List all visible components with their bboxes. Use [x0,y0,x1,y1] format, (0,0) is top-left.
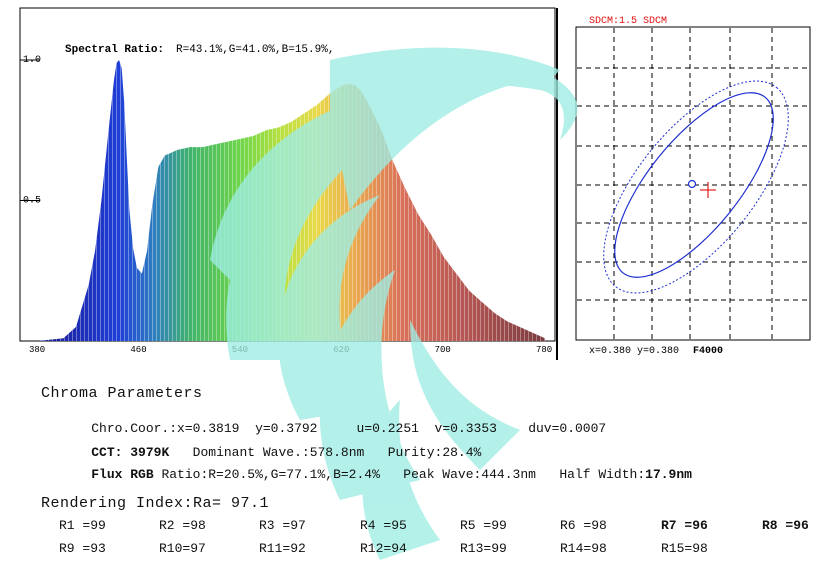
r-value-4: R4 =95 [360,518,407,533]
x-tick-label: 460 [130,345,146,355]
x-tick-label: 380 [29,345,45,355]
chroma-line-1: Chro.Coor.:x=0.3819 y=0.3792 u=0.2251 v=… [60,406,606,451]
chroma-line-3: Flux RGB Ratio:R=20.5%,G=77.1%,B=2.4% Pe… [60,452,692,497]
chro-coor-label: Chro.Coor.: [91,421,178,436]
peak-wave: Peak Wave:444.3nm [403,467,536,482]
chro-coor-u: u=0.2251 [356,421,419,436]
chro-coor-v: v=0.3353 [434,421,497,436]
r-value-5: R5 =99 [460,518,507,533]
y-tick-label: 0.5 [23,196,41,207]
rgb-ratio: Ratio:R=20.5%,G=77.1%,B=2.4% [161,467,380,482]
r-value-15: R15=98 [661,541,708,556]
r-value-12: R12=94 [360,541,407,556]
chro-coor-y: y=0.3792 [255,421,318,436]
r-value-8: R8 =96 [762,518,809,533]
purity: Purity:28.4% [387,445,482,460]
chroma-title: Chroma Parameters [41,385,203,402]
rendering-title: Rendering Index:Ra= 97.1 [41,495,270,512]
chro-coor-duv: duv=0.0007 [528,421,607,436]
half-width-label: Half Width: [559,467,646,482]
sdcm-coords: x=0.380 y=0.380 [589,346,679,357]
r-value-2: R2 =98 [159,518,206,533]
r-value-13: R13=99 [460,541,507,556]
r-value-11: R11=92 [259,541,306,556]
r-value-9: R9 =93 [59,541,106,556]
spectral-ratio-label: Spectral Ratio: [65,44,164,56]
r-value-7: R7 =96 [661,518,708,533]
x-tick-label: 780 [536,345,552,355]
target-point [687,179,697,189]
sdcm-outer-ellipse [603,80,789,294]
y-tick-label: 1.0 [23,55,41,66]
dominant-wave: Dominant Wave.:578.8nm [192,445,365,460]
r-value-3: R3 =97 [259,518,306,533]
measured-cross [700,182,716,198]
r-value-6: R6 =98 [560,518,607,533]
r-value-14: R14=98 [560,541,607,556]
r-value-1: R1 =99 [59,518,106,533]
half-width-value: 17.9nm [645,467,692,482]
spectrum-y-axis: 1.0 0.5 [20,55,41,207]
spectral-ratio-value: R=43.1%,G=41.0%,B=15.9%, [176,44,334,56]
chro-coor-x: x=0.3819 [177,421,240,436]
sdcm-inner-ellipse [614,92,774,278]
cct-value: 3979K [130,445,170,460]
flux-rgb-label: Flux RGB [91,467,154,482]
r-value-10: R10=97 [159,541,206,556]
sdcm-reference: F4000 [693,346,723,357]
sdcm-chart: SDCM:1.5 SDCM x=0.380 y=0.380 F4000 [575,16,811,357]
chroma-line-2: CCT: 3979K Dominant Wave.:578.8nm Purity… [60,430,481,475]
sdcm-title: SDCM:1.5 SDCM [589,16,667,27]
cct-label: CCT: [91,445,123,460]
